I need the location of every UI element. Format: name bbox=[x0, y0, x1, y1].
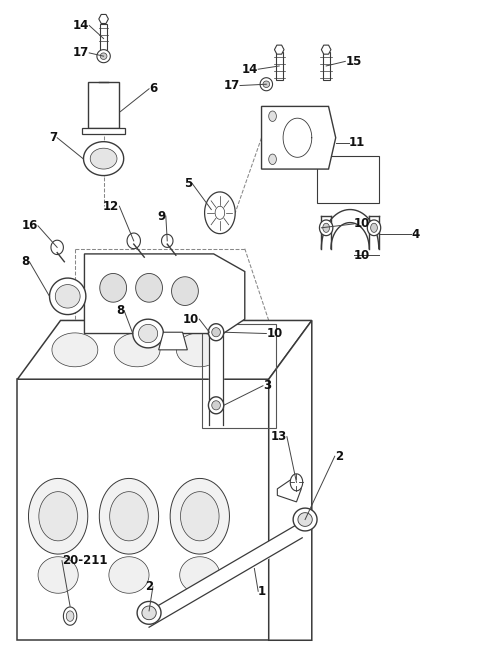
Polygon shape bbox=[28, 479, 88, 554]
Polygon shape bbox=[371, 223, 377, 232]
Polygon shape bbox=[275, 45, 284, 54]
Polygon shape bbox=[212, 328, 220, 337]
Text: 9: 9 bbox=[157, 209, 166, 222]
Polygon shape bbox=[276, 52, 283, 80]
Polygon shape bbox=[99, 479, 158, 554]
Text: 10: 10 bbox=[266, 327, 283, 340]
Polygon shape bbox=[290, 474, 303, 490]
Polygon shape bbox=[99, 14, 108, 24]
Polygon shape bbox=[136, 273, 162, 302]
Text: 8: 8 bbox=[116, 304, 124, 317]
Text: 6: 6 bbox=[149, 82, 157, 95]
Polygon shape bbox=[180, 492, 219, 541]
Polygon shape bbox=[263, 81, 270, 88]
Polygon shape bbox=[180, 557, 220, 593]
Polygon shape bbox=[100, 273, 127, 302]
Polygon shape bbox=[127, 233, 141, 249]
Polygon shape bbox=[171, 277, 198, 305]
Text: 13: 13 bbox=[271, 430, 287, 443]
Polygon shape bbox=[51, 240, 63, 254]
Polygon shape bbox=[82, 128, 125, 135]
Polygon shape bbox=[212, 401, 220, 410]
Polygon shape bbox=[215, 206, 225, 219]
Polygon shape bbox=[323, 52, 329, 80]
Text: 10: 10 bbox=[354, 217, 370, 230]
Polygon shape bbox=[158, 332, 187, 350]
Polygon shape bbox=[142, 606, 156, 620]
Text: 17: 17 bbox=[73, 46, 89, 60]
Text: 16: 16 bbox=[22, 219, 38, 232]
Polygon shape bbox=[176, 333, 222, 367]
Text: 7: 7 bbox=[49, 131, 57, 145]
Polygon shape bbox=[260, 78, 273, 91]
Polygon shape bbox=[49, 278, 86, 315]
Polygon shape bbox=[293, 508, 317, 531]
Polygon shape bbox=[84, 254, 245, 334]
Polygon shape bbox=[139, 324, 157, 343]
Text: 14: 14 bbox=[242, 63, 258, 76]
Text: 15: 15 bbox=[345, 55, 361, 68]
Polygon shape bbox=[90, 148, 117, 169]
Polygon shape bbox=[320, 220, 333, 235]
Polygon shape bbox=[88, 82, 120, 128]
Polygon shape bbox=[17, 320, 312, 379]
Text: 2: 2 bbox=[335, 450, 343, 463]
Bar bbox=[317, 156, 379, 203]
Polygon shape bbox=[269, 320, 312, 640]
Polygon shape bbox=[298, 513, 312, 526]
Polygon shape bbox=[110, 492, 148, 541]
Polygon shape bbox=[52, 333, 98, 367]
Polygon shape bbox=[39, 492, 77, 541]
Polygon shape bbox=[204, 192, 235, 233]
Polygon shape bbox=[100, 53, 107, 60]
Text: 5: 5 bbox=[184, 177, 192, 190]
Polygon shape bbox=[133, 319, 163, 348]
Polygon shape bbox=[262, 107, 336, 169]
Polygon shape bbox=[109, 557, 149, 593]
Bar bbox=[202, 324, 276, 428]
Text: 4: 4 bbox=[411, 228, 420, 241]
Polygon shape bbox=[55, 284, 80, 308]
Polygon shape bbox=[170, 479, 229, 554]
Polygon shape bbox=[208, 324, 224, 341]
Polygon shape bbox=[17, 379, 269, 640]
Polygon shape bbox=[97, 50, 110, 63]
Polygon shape bbox=[100, 24, 107, 50]
Polygon shape bbox=[269, 111, 276, 122]
Text: 10: 10 bbox=[183, 313, 199, 326]
Polygon shape bbox=[84, 142, 124, 175]
Polygon shape bbox=[367, 220, 381, 235]
Polygon shape bbox=[114, 333, 160, 367]
Polygon shape bbox=[208, 397, 224, 414]
Polygon shape bbox=[161, 234, 173, 247]
Polygon shape bbox=[323, 223, 329, 232]
Text: 10: 10 bbox=[354, 249, 370, 262]
Text: 2: 2 bbox=[145, 580, 153, 593]
Polygon shape bbox=[38, 557, 78, 593]
Polygon shape bbox=[269, 154, 276, 165]
Text: 14: 14 bbox=[73, 19, 89, 32]
Text: 20-211: 20-211 bbox=[62, 554, 108, 567]
Text: 11: 11 bbox=[349, 137, 365, 150]
Text: 17: 17 bbox=[224, 79, 240, 92]
Polygon shape bbox=[137, 602, 161, 625]
Text: 8: 8 bbox=[21, 255, 29, 268]
Text: 12: 12 bbox=[103, 199, 120, 213]
Polygon shape bbox=[322, 45, 331, 54]
Text: 1: 1 bbox=[258, 585, 266, 598]
Polygon shape bbox=[63, 607, 77, 625]
Polygon shape bbox=[66, 611, 74, 621]
Text: 3: 3 bbox=[263, 379, 271, 392]
Polygon shape bbox=[277, 476, 301, 502]
